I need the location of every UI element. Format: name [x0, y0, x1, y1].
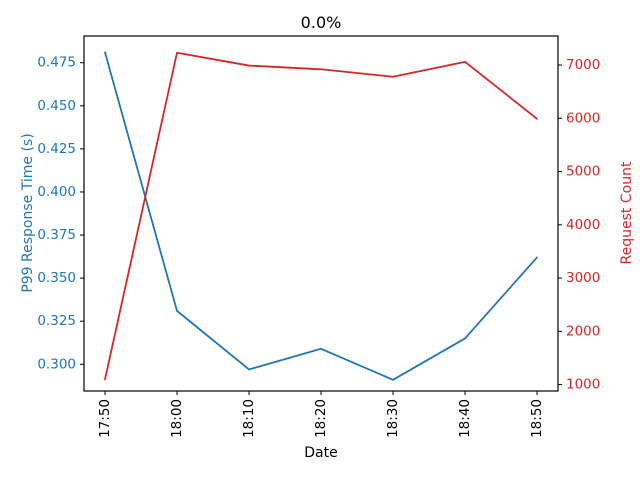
- series-line-left: [104, 51, 538, 381]
- left-tick-label: 0.400: [37, 184, 76, 200]
- left-tick-label: 0.475: [37, 55, 76, 71]
- x-tick-label: 18:00: [169, 399, 185, 438]
- x-tick-label: 18:30: [385, 399, 401, 438]
- left-tick-label: 0.350: [37, 270, 76, 286]
- right-tick-label: 6000: [566, 110, 600, 126]
- right-tick-label: 4000: [566, 217, 600, 233]
- left-tick-label: 0.450: [37, 98, 76, 114]
- right-tick-label: 1000: [566, 377, 600, 393]
- left-tick-label: 0.375: [37, 227, 76, 243]
- x-tick-label: 18:20: [313, 399, 329, 438]
- right-tick-label: 3000: [566, 270, 600, 286]
- x-tick-label: 17:50: [97, 399, 113, 438]
- left-tick-label: 0.425: [37, 141, 76, 157]
- left-tick-label: 0.325: [37, 313, 76, 329]
- x-tick-label: 18:40: [457, 399, 473, 438]
- chart-title: 0.0%: [300, 13, 342, 32]
- left-tick-label: 0.300: [37, 356, 76, 372]
- plot-spines: [83, 35, 559, 392]
- series-line-right: [104, 51, 538, 381]
- right-tick-label: 2000: [566, 323, 600, 339]
- x-tick-label: 18:10: [241, 399, 257, 438]
- x-tick-label: 18:50: [529, 399, 545, 438]
- right-tick-label: 7000: [566, 57, 600, 73]
- x-axis-label: Date: [304, 445, 338, 461]
- right-tick-label: 5000: [566, 164, 600, 180]
